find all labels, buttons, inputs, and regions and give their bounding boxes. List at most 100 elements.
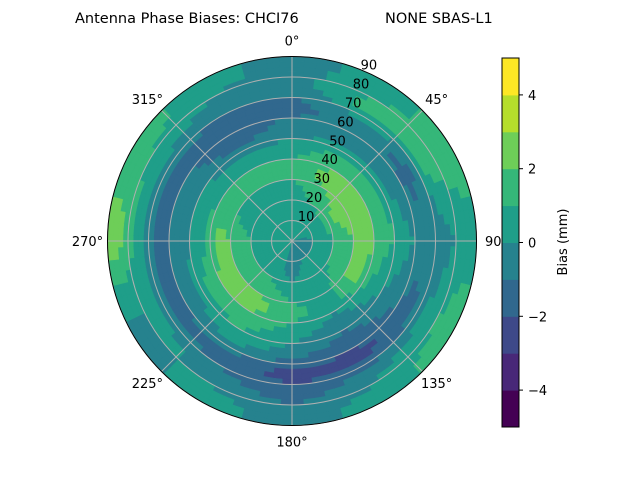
colorbar-tick-label: −4	[528, 384, 547, 399]
contour-cell	[153, 245, 160, 256]
colorbar-band	[502, 353, 519, 391]
contour-cell	[284, 342, 293, 349]
contour-cell	[284, 138, 293, 145]
contour-cell	[287, 174, 293, 180]
contour-cell	[278, 148, 287, 156]
contour-cell	[288, 189, 293, 196]
contour-cell	[291, 179, 297, 186]
contour-cell	[357, 243, 365, 249]
contour-cell	[278, 326, 287, 334]
contour-cell	[230, 242, 237, 248]
contour-cell	[291, 174, 297, 180]
colorbar-band	[502, 390, 519, 428]
theta-gridline	[161, 240, 293, 372]
contour-cell	[199, 231, 206, 239]
contour-cell	[296, 311, 304, 319]
r-tick-label: 30	[314, 172, 331, 187]
contour-cell	[291, 102, 302, 109]
colorbar: −4 −2 0 2 4	[501, 57, 547, 428]
contour-cell	[291, 143, 300, 150]
contour-cell	[283, 353, 293, 360]
contour-cell	[280, 76, 293, 83]
contour-cell	[363, 243, 370, 250]
colorbar-band	[502, 316, 519, 354]
colorbar-band	[502, 58, 519, 96]
colorbar-tick-label: 2	[528, 163, 536, 178]
contour-cell	[291, 388, 304, 396]
contour-cell	[291, 168, 298, 175]
contour-cell	[281, 169, 288, 176]
colorbar-label: Bias (mm)	[556, 209, 571, 276]
theta-gridline	[291, 240, 423, 372]
contour-cell	[291, 409, 305, 416]
contour-cell	[291, 296, 297, 303]
contour-cell	[291, 138, 300, 145]
r-tick-label: 60	[337, 115, 354, 130]
r-tick-label: 70	[345, 96, 362, 111]
contour-cell	[291, 66, 305, 73]
contour-cell	[283, 348, 293, 355]
contour-cell	[283, 122, 293, 129]
contour-cell	[403, 228, 411, 238]
contour-cell	[291, 127, 301, 134]
contour-cell	[286, 168, 293, 175]
contour-cell	[280, 86, 293, 94]
contour-cell	[280, 163, 288, 171]
contour-cell	[291, 317, 299, 324]
contour-cell	[279, 409, 293, 416]
contour-cell	[419, 226, 426, 237]
contour-cell	[285, 158, 293, 165]
contour-cell	[286, 312, 293, 319]
contour-cell	[283, 117, 293, 124]
contour-cell	[378, 231, 385, 239]
contour-cell	[287, 184, 293, 191]
r-tick-labels: 10 20 30 40 50 60 70 80 90	[298, 59, 377, 226]
contour-cell	[153, 226, 160, 237]
colorbar-tick-label: 4	[528, 89, 536, 104]
contour-cell	[284, 332, 293, 339]
contour-cell	[342, 234, 349, 240]
contour-cell	[296, 306, 303, 313]
contour-cell	[291, 378, 303, 385]
contour-cell	[291, 133, 300, 140]
colorbar-band	[502, 94, 519, 133]
r-tick-label: 50	[329, 134, 346, 149]
colorbar-tick-label: 0	[528, 237, 536, 252]
r-tick-label: 40	[321, 153, 338, 168]
contour-cell	[250, 241, 257, 246]
contour-cell	[297, 148, 306, 156]
contour-cell	[194, 243, 201, 252]
contour-cell	[291, 97, 303, 104]
contour-cell	[173, 228, 181, 238]
contour-cell	[179, 228, 186, 238]
contour-cell	[209, 232, 216, 239]
contour-cell	[357, 228, 364, 235]
contour-cell	[332, 235, 339, 240]
contour-cell	[285, 148, 293, 155]
contour-cell	[282, 363, 293, 370]
contour-cell	[368, 243, 375, 250]
contour-cell	[291, 291, 297, 298]
r-tick-label: 90	[361, 59, 378, 74]
contour-cell	[285, 317, 293, 324]
contour-cell	[291, 368, 302, 375]
contour-cell	[283, 358, 293, 365]
contour-cell	[219, 233, 227, 239]
contour-cell	[280, 399, 293, 406]
colorbar-band	[502, 279, 519, 317]
contour-cell	[291, 112, 302, 119]
contour-cell	[337, 235, 344, 240]
contour-cell	[209, 243, 216, 250]
contour-cell	[214, 232, 221, 239]
contour-cell	[225, 242, 232, 249]
contour-cell	[291, 76, 304, 83]
r-tick-label: 10	[298, 210, 315, 225]
contour-cell	[282, 373, 293, 380]
theta-tick-label: 180°	[276, 436, 307, 451]
contour-cell	[278, 419, 293, 426]
contour-cell	[424, 245, 431, 256]
contour-cell	[297, 326, 306, 334]
contour-cell	[291, 158, 299, 165]
contour-cell	[214, 243, 221, 250]
